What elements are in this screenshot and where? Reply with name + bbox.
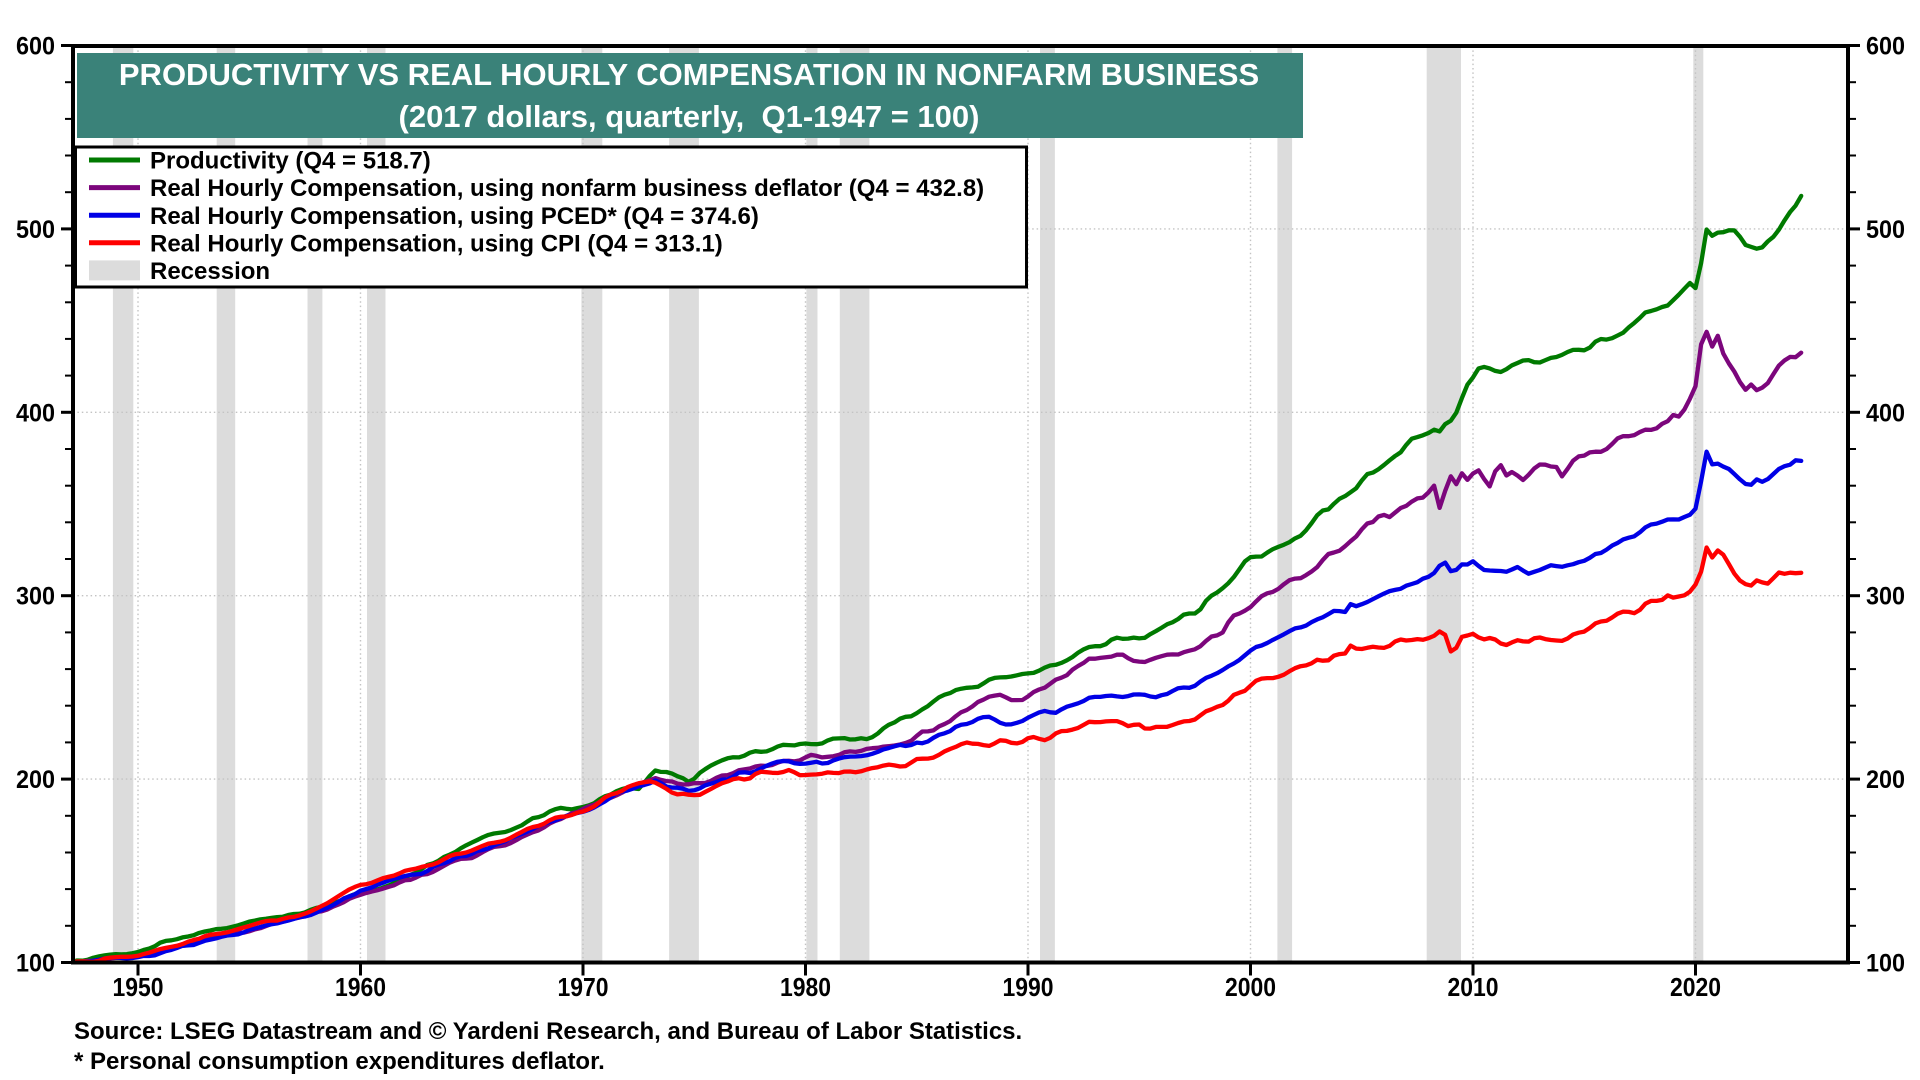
svg-text:1970: 1970 — [558, 972, 609, 1002]
svg-text:200: 200 — [16, 766, 55, 794]
svg-text:2020: 2020 — [1670, 972, 1721, 1002]
svg-text:(2017 dollars, quarterly, Q1-: (2017 dollars, quarterly, Q1-1947 = 100) — [399, 99, 980, 134]
svg-text:100: 100 — [1866, 950, 1905, 978]
svg-text:Real Hourly Compensation, usin: Real Hourly Compensation, using PCED* (Q… — [150, 203, 759, 230]
svg-text:2010: 2010 — [1448, 972, 1499, 1002]
svg-text:600: 600 — [1866, 33, 1905, 61]
svg-text:400: 400 — [16, 399, 55, 427]
svg-text:Recession: Recession — [150, 258, 270, 285]
svg-text:600: 600 — [16, 33, 55, 61]
svg-text:1980: 1980 — [780, 972, 831, 1002]
svg-text:1960: 1960 — [335, 972, 386, 1002]
svg-text:Source: LSEG Datastream and ©: Source: LSEG Datastream and © Yardeni Re… — [74, 1018, 1022, 1045]
svg-text:200: 200 — [1866, 766, 1905, 794]
svg-text:Productivity (Q4 = 518.7): Productivity (Q4 = 518.7) — [150, 148, 431, 175]
svg-text:400: 400 — [1866, 399, 1905, 427]
svg-text:2000: 2000 — [1225, 972, 1276, 1002]
svg-text:1990: 1990 — [1003, 972, 1054, 1002]
svg-text:1950: 1950 — [113, 972, 164, 1002]
svg-text:500: 500 — [1866, 216, 1905, 244]
svg-text:500: 500 — [16, 216, 55, 244]
svg-text:100: 100 — [16, 950, 55, 978]
svg-text:Real Hourly Compensation, usin: Real Hourly Compensation, using CPI (Q4 … — [150, 230, 723, 257]
svg-text:* Personal consumption expendi: * Personal consumption expenditures defl… — [74, 1048, 605, 1075]
svg-text:PRODUCTIVITY VS REAL HOURLY CO: PRODUCTIVITY VS REAL HOURLY COMPENSATION… — [119, 57, 1259, 92]
svg-text:300: 300 — [16, 583, 55, 611]
svg-text:Real Hourly Compensation, usin: Real Hourly Compensation, using nonfarm … — [150, 175, 984, 202]
svg-text:300: 300 — [1866, 583, 1905, 611]
